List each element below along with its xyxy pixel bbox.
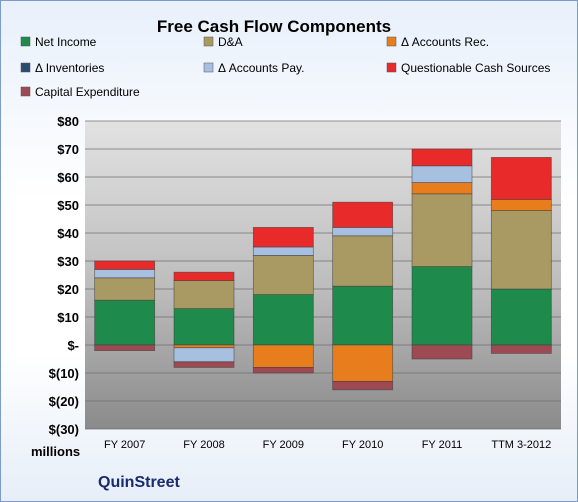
- bar-net-income: [332, 285, 394, 346]
- legend-swatch-net-income: [20, 36, 31, 47]
- bar-capital-expenditure: [411, 344, 473, 360]
- y-tick-label: $80: [57, 114, 79, 129]
- bar-capital-expenditure: [94, 344, 156, 351]
- bar-danda: [252, 254, 314, 295]
- y-tick-label: $50: [57, 198, 79, 213]
- units-label: millions: [31, 444, 80, 459]
- legend-label-net-income: Net Income: [35, 35, 97, 49]
- bar-delta-accounts-rec: [490, 198, 552, 211]
- x-tick-label: FY 2008: [183, 439, 224, 451]
- bar-delta-accounts-rec: [411, 182, 473, 195]
- bar-capital-expenditure: [332, 380, 394, 391]
- bar-questionable-cash-sources: [252, 226, 314, 248]
- y-tick-label: $20: [57, 282, 79, 297]
- y-tick-label: $-: [67, 338, 79, 353]
- bar-net-income: [94, 299, 156, 346]
- y-tick-label: $10: [57, 310, 79, 325]
- bar-delta-accounts-rec: [332, 344, 394, 382]
- legend-swatch-questionable-cash-sources: [386, 62, 397, 73]
- bar-delta-accounts-pay: [94, 268, 156, 279]
- bar-danda: [94, 277, 156, 301]
- legend-label-delta-accounts-pay: Δ Accounts Pay.: [218, 61, 305, 75]
- y-tick-label: $70: [57, 142, 79, 157]
- legend-label-danda: D&A: [218, 35, 243, 49]
- x-tick-label: FY 2007: [104, 439, 145, 451]
- bar-danda: [490, 210, 552, 290]
- x-tick-label: FY 2009: [263, 439, 304, 451]
- bar-net-income: [411, 266, 473, 346]
- legend: Net Income D&A Δ Accounts Rec. Δ Inventorie…: [20, 35, 550, 99]
- legend-swatch-delta-accounts-rec: [386, 36, 397, 47]
- bar-net-income: [252, 294, 314, 346]
- bar-delta-accounts-rec: [173, 344, 235, 349]
- y-tick-label: $(10): [49, 366, 79, 381]
- bar-questionable-cash-sources: [173, 271, 235, 282]
- bar-capital-expenditure: [490, 344, 552, 354]
- y-tick-label: $60: [57, 170, 79, 185]
- chart-title: Free Cash Flow Components: [157, 17, 391, 36]
- legend-label-questionable-cash-sources: Questionable Cash Sources: [401, 61, 550, 75]
- y-tick-label: $30: [57, 254, 79, 269]
- x-tick-label: FY 2011: [422, 439, 463, 451]
- legend-swatch-capital-expenditure: [20, 86, 31, 97]
- y-tick-label: $40: [57, 226, 79, 241]
- bar-delta-accounts-pay: [411, 165, 473, 184]
- y-axis: $80 $70 $60 $50 $40 $30 $20 $10 $- $(10) $(20) $(30…: [49, 114, 79, 437]
- bar-delta-accounts-pay: [252, 246, 314, 256]
- legend-swatch-delta-accounts-pay: [203, 62, 214, 73]
- bar-net-income: [490, 288, 552, 346]
- bars: [94, 148, 552, 391]
- y-tick-label: $(20): [49, 394, 79, 409]
- bar-danda: [332, 235, 394, 287]
- bar-questionable-cash-sources: [490, 156, 552, 200]
- legend-label-delta-accounts-rec: Δ Accounts Rec.: [401, 35, 489, 49]
- company-name: QuinStreet: [98, 474, 180, 491]
- bar-delta-accounts-pay: [173, 347, 235, 363]
- x-tick-label: TTM 3-2012: [491, 439, 551, 451]
- legend-swatch-delta-inventories: [20, 62, 31, 73]
- bar-net-income: [173, 308, 235, 346]
- legend-swatch-danda: [203, 36, 214, 47]
- y-tick-label: $(30): [49, 422, 79, 437]
- bar-questionable-cash-sources: [332, 201, 394, 228]
- bar-capital-expenditure: [252, 366, 314, 374]
- x-axis: FY 2007 FY 2008 FY 2009 FY 2010 FY 2011 TTM 3…: [104, 439, 551, 451]
- legend-label-capital-expenditure: Capital Expenditure: [35, 85, 140, 99]
- bar-danda: [411, 193, 473, 268]
- plot-area: [85, 121, 561, 429]
- bar-questionable-cash-sources: [411, 148, 473, 167]
- x-tick-label: FY 2010: [342, 439, 383, 451]
- bar-capital-expenditure: [173, 361, 235, 368]
- legend-label-delta-inventories: Δ Inventories: [35, 61, 104, 75]
- gridlines: [85, 120, 561, 430]
- bar-danda: [173, 280, 235, 310]
- bar-questionable-cash-sources: [94, 260, 156, 270]
- bar-delta-accounts-rec: [252, 344, 314, 368]
- bar-delta-accounts-pay: [332, 226, 394, 237]
